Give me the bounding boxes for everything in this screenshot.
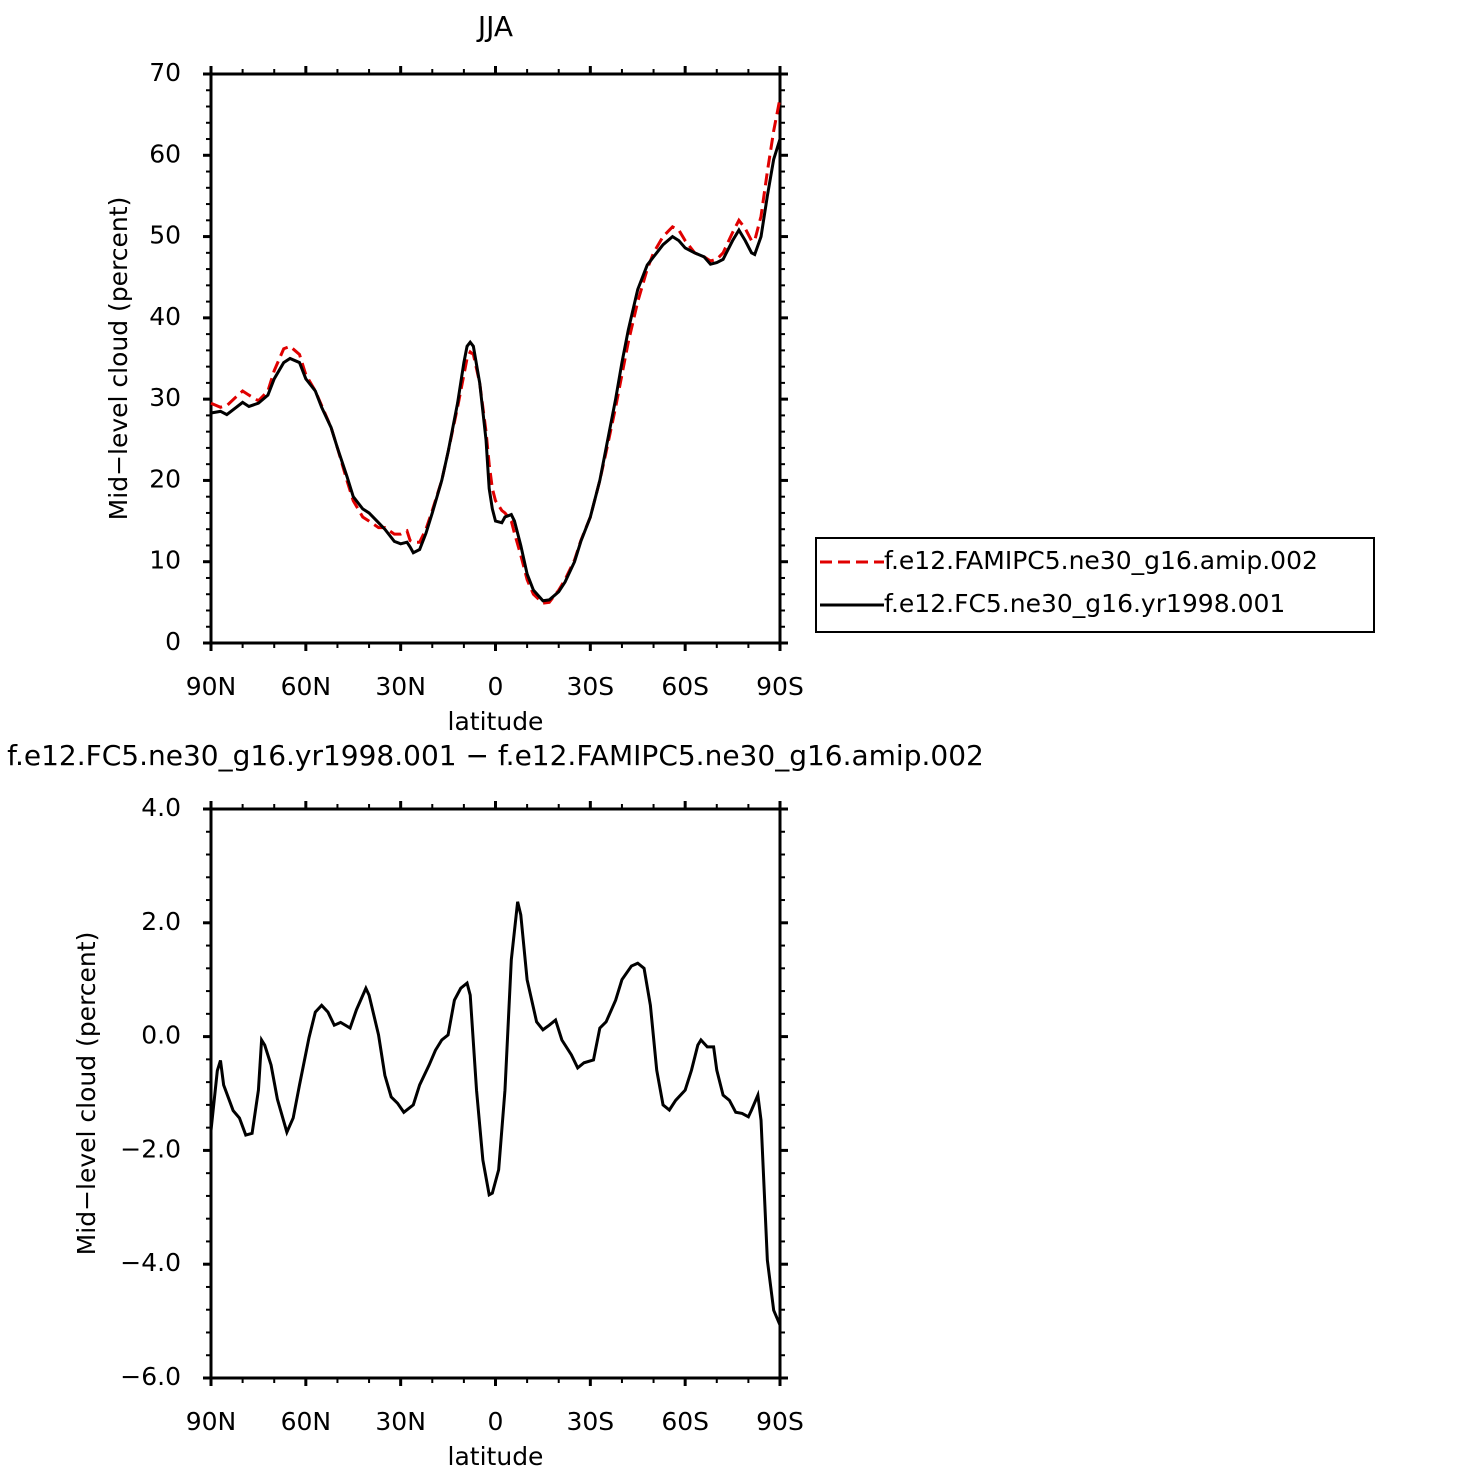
y-tick-label: 4.0 [141,793,181,822]
x-tick-label: 90S [756,1407,804,1436]
y-tick-label: 30 [149,383,181,412]
y-tick-label: 70 [149,58,181,87]
x-tick-label: 0 [488,672,504,701]
y-tick-label: 40 [149,302,181,331]
x-axis-label: latitude [448,707,544,736]
y-tick-label: 50 [149,221,181,250]
legend-label: f.e12.FAMIPC5.ne30_g16.amip.002 [884,546,1318,575]
y-tick-label: −2.0 [120,1134,181,1163]
x-tick-label: 30N [375,672,426,701]
y-axis-label: Mid−level cloud (percent) [72,932,101,1256]
x-tick-label: 90N [186,1407,237,1436]
data-line [210,98,782,605]
x-tick-label: 30N [375,1407,426,1436]
legend-box [815,537,1375,633]
chart-title: JJA [476,10,513,43]
y-tick-label: 0.0 [141,1021,181,1050]
y-tick-label: −4.0 [120,1248,181,1277]
y-tick-label: 60 [149,139,181,168]
x-tick-label: 90N [186,672,237,701]
y-tick-label: 0 [165,627,181,656]
y-tick-label: −6.0 [120,1362,181,1391]
x-tick-label: 60S [661,1407,709,1436]
data-line [209,901,782,1326]
x-tick-label: 60N [281,672,332,701]
x-tick-label: 60S [661,672,709,701]
chart-title: f.e12.FC5.ne30_g16.yr1998.001 − f.e12.FA… [7,739,984,772]
x-tick-label: 90S [756,672,804,701]
y-tick-label: 20 [149,464,181,493]
legend-label: f.e12.FC5.ne30_g16.yr1998.001 [884,589,1285,618]
x-tick-label: 30S [566,672,614,701]
data-line [210,138,782,603]
x-tick-label: 0 [488,1407,504,1436]
plot-frame [209,72,782,645]
y-axis-label: Mid−level cloud (percent) [104,197,133,521]
x-tick-label: 30S [566,1407,614,1436]
x-tick-label: 60N [281,1407,332,1436]
y-tick-label: 10 [149,546,181,575]
y-tick-label: 2.0 [141,907,181,936]
x-axis-label: latitude [448,1442,544,1471]
